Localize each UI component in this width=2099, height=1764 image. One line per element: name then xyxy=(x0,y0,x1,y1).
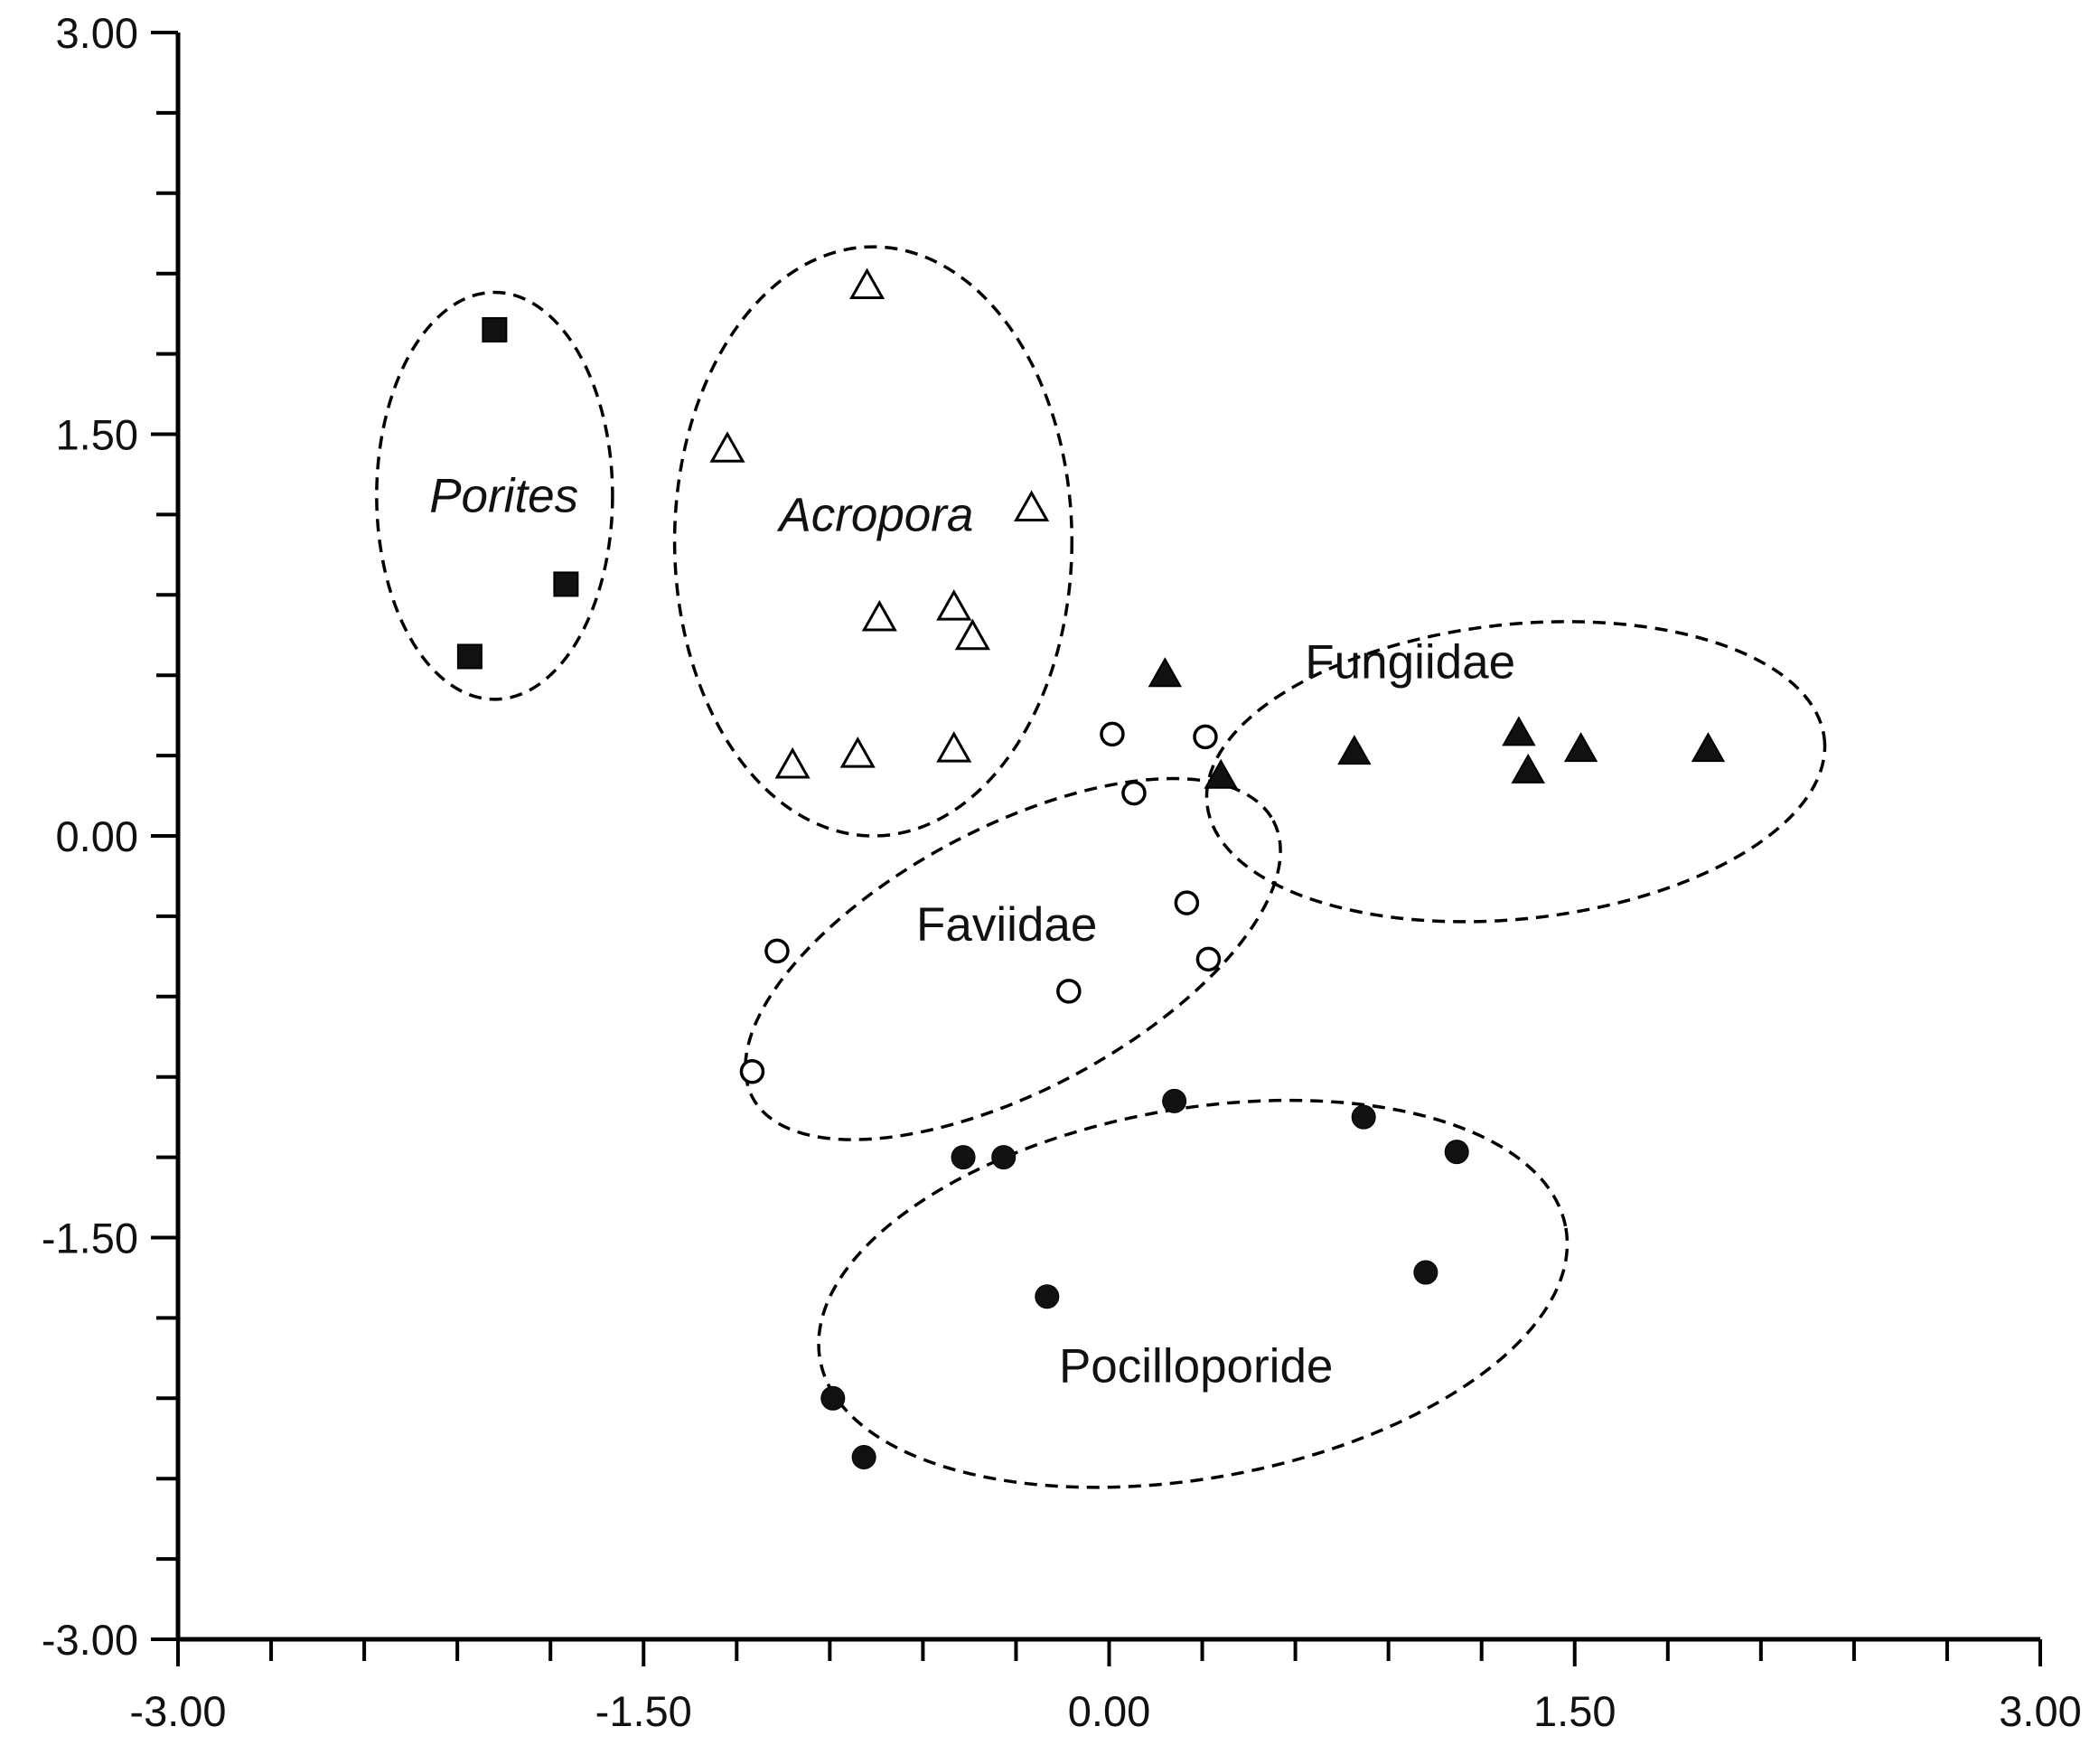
x-tick-label: 0.00 xyxy=(1068,1687,1150,1735)
label-porites: Porites xyxy=(429,470,578,523)
point-porites xyxy=(482,316,508,342)
point-faviidae xyxy=(739,1059,765,1084)
y-tick-label: 3.00 xyxy=(56,9,138,57)
label-faviidae: Faviidae xyxy=(916,898,1097,952)
point-fungiidae xyxy=(1691,732,1726,763)
point-pocilloporide xyxy=(1444,1140,1469,1165)
point-pocilloporide xyxy=(951,1145,976,1170)
ellipse-acropora xyxy=(672,245,1074,838)
point-pocilloporide xyxy=(820,1385,846,1411)
point-faviidae xyxy=(1100,721,1125,747)
x-tick-label: 3.00 xyxy=(1999,1687,2081,1735)
label-pocilloporide: Pocilloporide xyxy=(1059,1340,1333,1393)
point-acropora xyxy=(954,618,990,651)
point-faviidae xyxy=(764,938,790,964)
x-tick-label: -3.00 xyxy=(129,1687,226,1735)
point-fungiidae xyxy=(1337,735,1372,765)
point-acropora xyxy=(848,267,886,300)
point-faviidae xyxy=(1121,780,1147,806)
axes: -3.00 -1.50 0.00 1.50 3.00 3.00 1.50 0.00 -1.50 -… xyxy=(42,9,2082,1735)
point-faviidae xyxy=(1195,946,1222,972)
point-fungiidae xyxy=(1148,657,1183,688)
x-tick-label: -1.50 xyxy=(595,1687,692,1735)
point-porites xyxy=(456,643,483,670)
label-fungiidae: Fungiidae xyxy=(1305,635,1515,689)
label-acropora: Acropora xyxy=(776,488,973,541)
point-fungiidae xyxy=(1563,732,1598,763)
point-pocilloporide xyxy=(991,1145,1017,1170)
point-pocilloporide xyxy=(1351,1104,1376,1130)
point-fungiidae xyxy=(1511,753,1545,783)
point-pocilloporide xyxy=(851,1444,876,1469)
y-tick-label: -3.00 xyxy=(42,1616,138,1664)
point-pocilloporide xyxy=(1035,1284,1060,1309)
y-tick-label: 0.00 xyxy=(56,812,138,860)
point-acropora xyxy=(1014,490,1050,521)
ellipse-fungiidae xyxy=(1204,620,1827,924)
group-labels: Porites Acropora Fungiidae Faviidae Pocillop… xyxy=(429,470,1515,1393)
point-acropora xyxy=(839,737,876,768)
point-acropora xyxy=(861,599,897,632)
point-pocilloporide xyxy=(1162,1088,1187,1113)
point-acropora xyxy=(936,731,972,763)
point-faviidae xyxy=(1056,979,1082,1004)
y-tick-label: -1.50 xyxy=(42,1215,138,1262)
point-fungiidae xyxy=(1502,716,1536,746)
y-tick-label: 1.50 xyxy=(56,411,138,459)
ellipse-faviidae xyxy=(744,776,1282,1141)
data-points xyxy=(456,267,1726,1469)
point-pocilloporide xyxy=(1413,1260,1438,1285)
point-acropora xyxy=(936,589,972,621)
x-tick-label: 1.50 xyxy=(1533,1687,1616,1735)
point-acropora xyxy=(774,746,811,779)
point-faviidae xyxy=(1193,724,1218,750)
ellipse-porites xyxy=(375,290,614,701)
point-acropora xyxy=(709,431,745,463)
ellipse-pocilloporide xyxy=(817,1098,1570,1489)
cluster-ellipses xyxy=(375,245,1827,1489)
point-faviidae xyxy=(1174,890,1200,915)
point-fungiidae xyxy=(1204,758,1238,789)
point-porites xyxy=(553,571,579,597)
